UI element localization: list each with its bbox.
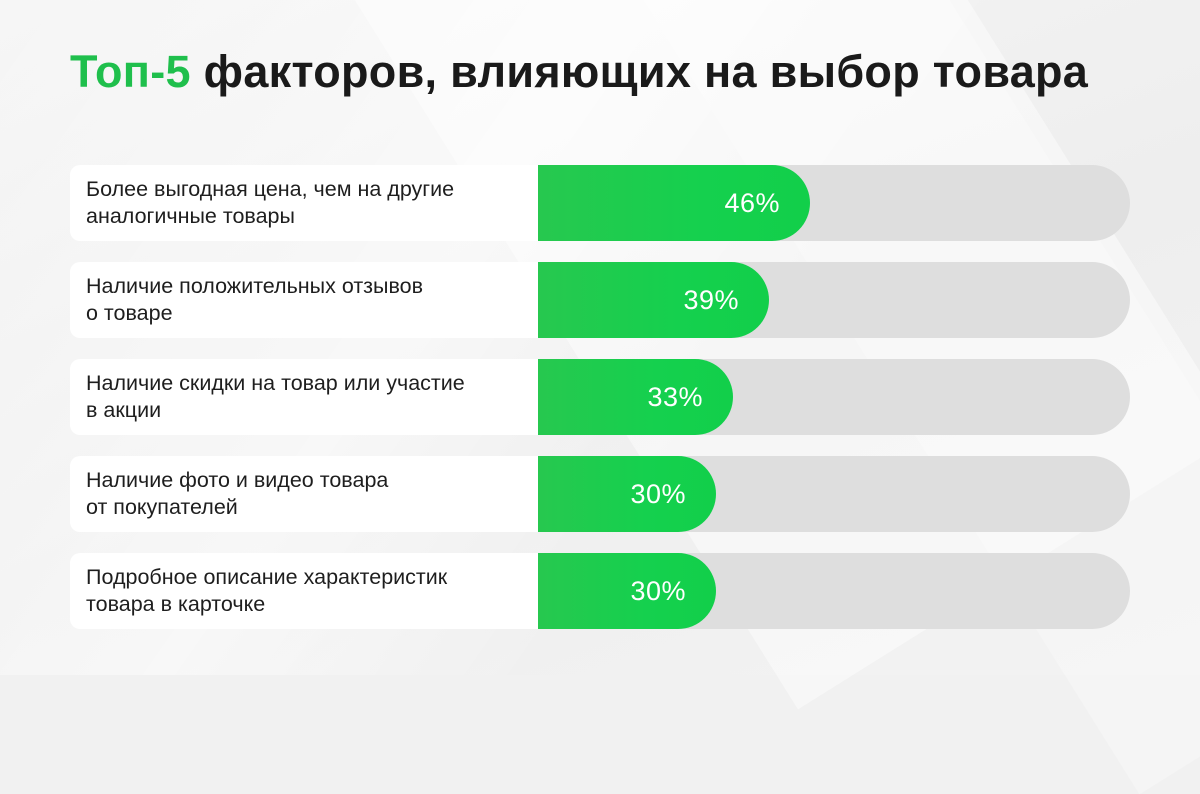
title-accent: Топ-5 xyxy=(70,46,191,97)
bar-track: 46% xyxy=(538,165,1130,241)
bar-label-box: Более выгодная цена, чем на другие анало… xyxy=(70,165,538,241)
bar-label-box: Наличие положительных отзывов о товаре xyxy=(70,262,538,338)
bar-row: Подробное описание характеристик товара … xyxy=(70,553,1130,629)
bar xyxy=(538,165,810,241)
bar-row: Более выгодная цена, чем на другие анало… xyxy=(70,165,1130,241)
bar-label-box: Наличие скидки на товар или участие в ак… xyxy=(70,359,538,435)
bar-track: 39% xyxy=(538,262,1130,338)
chart-title: Топ-5 факторов, влияющих на выбор товара xyxy=(70,46,1088,98)
bar-value-label: 30% xyxy=(630,576,686,606)
bar-row: Наличие положительных отзывов о товаре 39… xyxy=(70,262,1130,338)
bar xyxy=(538,456,716,532)
bar-track: 33% xyxy=(538,359,1130,435)
bar-track: 30% xyxy=(538,553,1130,629)
bar xyxy=(538,262,769,338)
category-label: Наличие скидки на товар или участие в ак… xyxy=(86,371,465,422)
bar-value-label: 46% xyxy=(724,188,780,218)
bar-value-label: 33% xyxy=(647,382,703,412)
bar-label-box: Подробное описание характеристик товара … xyxy=(70,553,538,629)
bar-row: Наличие фото и видео товара от покупател… xyxy=(70,456,1130,532)
category-label: Наличие положительных отзывов о товаре xyxy=(86,274,424,325)
category-label: Наличие фото и видео товара от покупател… xyxy=(86,468,389,519)
title-rest: факторов, влияющих на выбор товара xyxy=(190,46,1089,97)
bar xyxy=(538,553,716,629)
bar-row: Наличие скидки на товар или участие в ак… xyxy=(70,359,1130,435)
bar-track: 30% xyxy=(538,456,1130,532)
bar-value-label: 39% xyxy=(683,285,739,315)
bar-label-box: Наличие фото и видео товара от покупател… xyxy=(70,456,538,532)
bar-value-label: 30% xyxy=(630,479,686,509)
category-label: Подробное описание характеристик товара … xyxy=(86,565,448,616)
category-label: Более выгодная цена, чем на другие анало… xyxy=(86,177,455,228)
bar xyxy=(538,359,733,435)
